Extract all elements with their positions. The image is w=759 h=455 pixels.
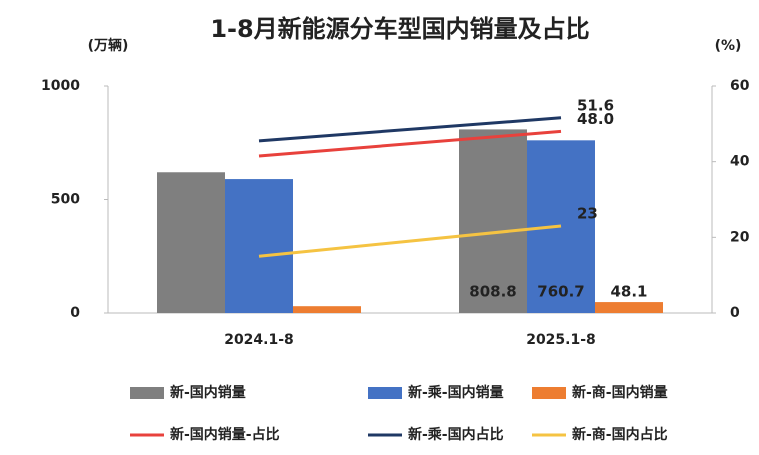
- line-series: [258, 116, 562, 143]
- y2-tick-label: 60: [730, 78, 750, 94]
- legend-swatch: [532, 387, 566, 399]
- y2-axis-label: (%): [715, 38, 742, 54]
- line-series: [258, 129, 562, 158]
- line-value-label: 23: [577, 204, 598, 222]
- x-tick-label: 2025.1-8: [526, 332, 596, 348]
- legend-label: 新-乘-国内销量: [408, 384, 504, 401]
- bar: [157, 172, 225, 313]
- line-value-label: 51.6: [577, 96, 614, 114]
- y-tick-label: 0: [70, 305, 80, 321]
- y2-tick-label: 40: [730, 154, 750, 170]
- bar-value-label: 808.8: [469, 283, 516, 301]
- bar-value-label: 760.7: [537, 283, 584, 301]
- y-axis-label: (万辆): [88, 37, 129, 54]
- legend-label: 新-商-国内销量: [572, 384, 668, 401]
- bar: [225, 179, 293, 313]
- legend-label: 新-国内销量: [170, 384, 246, 401]
- x-tick-label: 2024.1-8: [224, 332, 294, 348]
- bar-value-label: 48.1: [610, 283, 647, 301]
- y2-tick-label: 0: [730, 305, 740, 321]
- chart-title: 1-8月新能源分车型国内销量及占比: [210, 15, 589, 43]
- y2-tick-label: 20: [730, 229, 750, 245]
- line-value-label: 48.0: [577, 110, 614, 128]
- legend-label: 新-商-国内占比: [572, 426, 668, 443]
- line-series: [258, 224, 562, 258]
- y-tick-label: 500: [51, 192, 80, 208]
- legend-label: 新-乘-国内占比: [408, 426, 504, 443]
- legend-label: 新-国内销量-占比: [170, 426, 280, 443]
- legend-swatch: [368, 387, 402, 399]
- bar: [293, 306, 361, 313]
- bar: [595, 302, 663, 313]
- bar: [459, 129, 527, 313]
- y-tick-label: 1000: [41, 78, 80, 94]
- legend-swatch: [130, 387, 164, 399]
